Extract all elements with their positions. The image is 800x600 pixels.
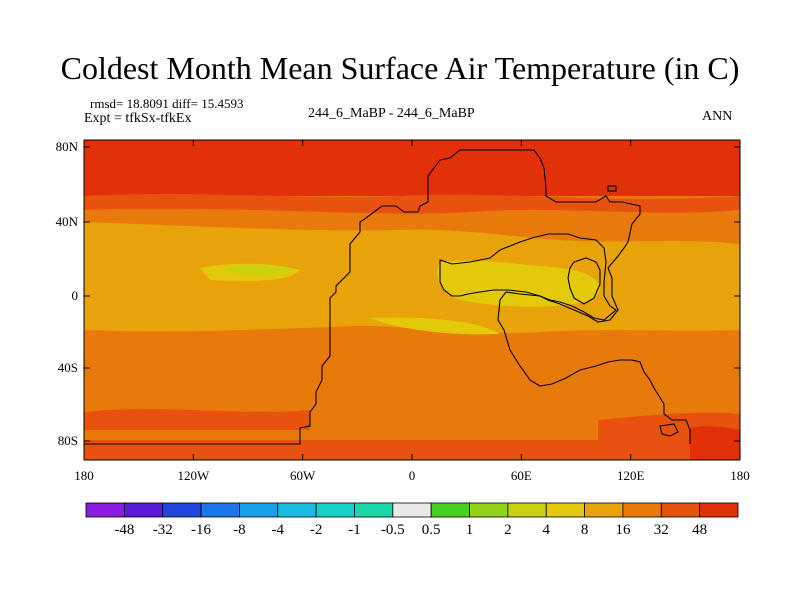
- colorbar-swatch: [430, 502, 470, 518]
- colorbar-swatch: [392, 502, 432, 518]
- colorbar-label: 32: [654, 522, 669, 538]
- warm-core: [200, 260, 600, 335]
- colorbar-swatch: [315, 502, 355, 518]
- colorbar-swatch: [85, 502, 125, 518]
- colorbar-label: 16: [615, 522, 631, 538]
- coast-outline-island: [607, 185, 617, 192]
- lon-labels: 180 120W 60W 0 60E 120E 180: [74, 468, 750, 483]
- lat-label: 40N: [56, 214, 79, 229]
- colorbar: [85, 502, 739, 518]
- lat-label: 40S: [58, 360, 78, 375]
- experiment-label: Expt = tfkSx-tfkEx: [84, 111, 192, 126]
- continent-outlines: [84, 149, 691, 445]
- colorbar-swatch: [123, 502, 164, 518]
- arctic-band: [84, 140, 740, 196]
- green-strip: [228, 265, 296, 275]
- coast-outline-lake: [567, 257, 601, 305]
- southern-band: [84, 409, 740, 460]
- coast-outline-inner: [439, 233, 617, 321]
- lat-label: 80N: [56, 139, 79, 154]
- colorbar-label: -8: [233, 522, 246, 538]
- colorbar-label: -32: [153, 522, 173, 538]
- colorbar-swatch: [622, 502, 662, 518]
- lon-label: 180: [74, 468, 94, 483]
- colorbar-swatch: [277, 502, 317, 518]
- colorbar-swatch: [660, 502, 701, 518]
- tropical-band: [84, 222, 740, 333]
- stats-text: rmsd= 18.8091 diff= 15.4593: [90, 96, 244, 111]
- colorbar-swatch: [507, 502, 547, 518]
- lon-label: 0: [409, 468, 416, 483]
- lon-label: 120W: [177, 468, 210, 483]
- colorbar-swatch: [239, 502, 279, 518]
- lon-label: 60E: [511, 468, 532, 483]
- coast-outline-islet: [659, 423, 679, 437]
- colorbar-labels: -48 -32 -16 -8 -4 -2 -1 -0.5 0.5 1 2 4 8 16 32 48: [114, 522, 707, 538]
- lon-label: 60W: [290, 468, 316, 483]
- colorbar-swatch: [200, 502, 240, 518]
- colorbar-label: 48: [692, 522, 707, 538]
- colorbar-swatch: [162, 502, 202, 518]
- colorbar-label: 1: [466, 522, 474, 538]
- antarctic-patch: [690, 426, 740, 460]
- lat-label: 0: [72, 288, 79, 303]
- colorbar-swatch: [699, 502, 739, 518]
- colorbar-label: -2: [310, 522, 323, 538]
- lat-ticks: [84, 146, 740, 442]
- colorbar-label: 8: [581, 522, 589, 538]
- center-label: 244_6_MaBP - 244_6_MaBP: [308, 106, 475, 121]
- colorbar-swatch: [584, 502, 624, 518]
- colorbar-label: -1: [348, 522, 361, 538]
- lat-labels: 80N 40N 0 40S 80S: [56, 139, 79, 448]
- colorbar-label: 2: [504, 522, 512, 538]
- map-title: Coldest Month Mean Surface Air Temperatu…: [60, 50, 740, 86]
- colorbar-swatch: [354, 502, 394, 518]
- lon-label: 120E: [617, 468, 645, 483]
- temperature-field: [84, 140, 740, 460]
- period-label: ANN: [702, 109, 733, 124]
- colorbar-swatch: [545, 502, 585, 518]
- antarctic-band: [84, 440, 740, 460]
- lat-label: 80S: [58, 433, 78, 448]
- colorbar-label: 4: [542, 522, 550, 538]
- colorbar-label: 0.5: [422, 522, 441, 538]
- lon-label: 180: [730, 468, 750, 483]
- lon-ticks: [83, 140, 741, 460]
- colorbar-swatch: [469, 502, 509, 518]
- colorbar-label: -4: [272, 522, 285, 538]
- northern-band: [84, 194, 740, 214]
- colorbar-label: -0.5: [381, 522, 405, 538]
- coast-outline-main: [84, 149, 691, 445]
- colorbar-label: -48: [114, 522, 134, 538]
- colorbar-label: -16: [191, 522, 211, 538]
